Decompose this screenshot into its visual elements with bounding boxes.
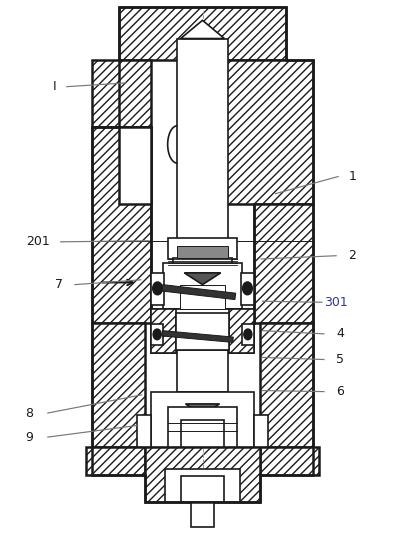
Bar: [260, 447, 319, 475]
Bar: [241, 273, 254, 305]
Bar: [177, 350, 228, 392]
Bar: [180, 285, 225, 309]
Bar: [119, 7, 286, 60]
Text: 6: 6: [336, 385, 344, 398]
Bar: [181, 476, 224, 502]
Bar: [254, 204, 313, 323]
Bar: [254, 415, 268, 447]
Bar: [151, 309, 176, 353]
Text: 7: 7: [55, 278, 63, 291]
Circle shape: [153, 329, 161, 340]
Bar: [177, 39, 228, 343]
Bar: [165, 469, 240, 502]
Text: 301: 301: [324, 296, 348, 309]
Bar: [86, 447, 145, 475]
Circle shape: [243, 282, 252, 295]
Circle shape: [244, 329, 252, 340]
Polygon shape: [181, 20, 224, 39]
Bar: [92, 323, 145, 447]
Bar: [176, 313, 229, 350]
Polygon shape: [184, 273, 221, 285]
Circle shape: [153, 282, 162, 295]
Text: 8: 8: [26, 407, 34, 419]
Text: 5: 5: [336, 353, 344, 366]
Bar: [202, 60, 313, 204]
Bar: [168, 238, 237, 259]
Bar: [163, 263, 242, 309]
Bar: [151, 273, 164, 305]
Polygon shape: [119, 127, 151, 204]
Bar: [242, 324, 254, 345]
Text: 4: 4: [336, 327, 344, 340]
Bar: [92, 127, 151, 323]
Polygon shape: [162, 285, 236, 300]
Bar: [260, 323, 313, 447]
Text: I: I: [53, 80, 56, 93]
Bar: [151, 392, 254, 447]
Bar: [151, 324, 163, 345]
Bar: [177, 246, 228, 258]
Polygon shape: [162, 331, 233, 342]
Polygon shape: [185, 404, 220, 415]
Bar: [229, 309, 254, 353]
Text: 2: 2: [348, 249, 356, 262]
Bar: [92, 60, 151, 127]
Bar: [173, 258, 232, 285]
Bar: [191, 502, 214, 527]
Text: 9: 9: [26, 431, 34, 444]
Text: 201: 201: [27, 235, 50, 248]
Bar: [137, 415, 151, 447]
Bar: [151, 309, 254, 353]
Bar: [145, 447, 260, 502]
Bar: [181, 420, 224, 447]
Bar: [168, 407, 237, 447]
Text: 1: 1: [348, 170, 356, 183]
